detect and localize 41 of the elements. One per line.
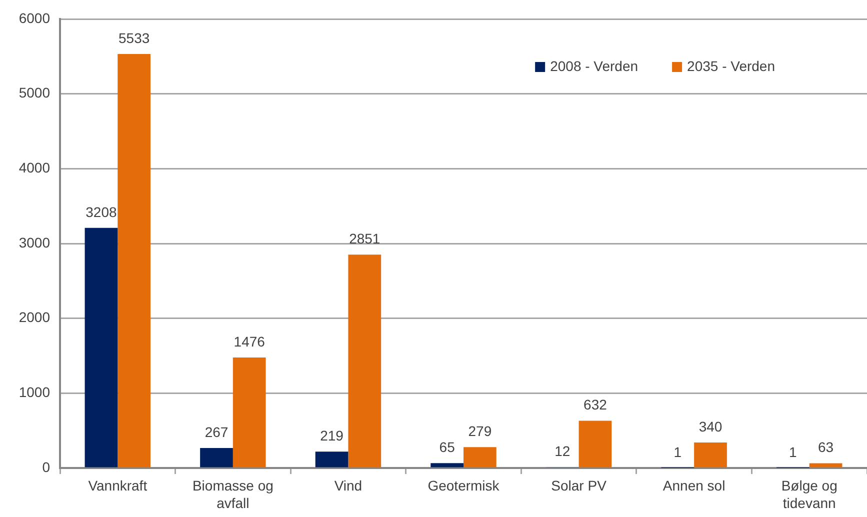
bar (809, 463, 842, 468)
data-label: 2851 (349, 230, 380, 247)
y-tick-label: 2000 (18, 309, 50, 326)
y-tick-label: 0 (42, 458, 50, 475)
data-label: 1 (789, 444, 798, 460)
legend-label: 2035 - Verden (687, 58, 776, 74)
bar (200, 448, 233, 468)
data-label: 12 (554, 442, 570, 459)
x-tick-label: Solar PV (551, 478, 608, 494)
x-tick-label: Vind (334, 478, 362, 494)
x-tick-label: Geotermisk (428, 478, 500, 494)
bar (232, 358, 266, 468)
data-label: 219 (320, 427, 344, 444)
bar (430, 463, 464, 468)
bar (118, 54, 150, 468)
x-tick-label: Biomasse og avfall (192, 478, 274, 512)
x-tick-label: Vannkraft (88, 478, 148, 494)
data-label: 267 (204, 424, 228, 440)
data-label: 340 (698, 418, 722, 434)
y-tick-label: 3000 (18, 234, 50, 250)
y-tick-label: 1000 (18, 384, 50, 400)
data-label: 279 (468, 422, 492, 439)
bar (348, 254, 382, 468)
data-label: 5533 (118, 30, 150, 46)
x-tick-label: Bølge og tidevann (781, 478, 838, 512)
bar (315, 452, 348, 468)
y-tick-label: 4000 (18, 160, 50, 176)
data-label: 1476 (234, 333, 266, 350)
legend-label: 2008 - Verden (550, 58, 638, 74)
data-label: 65 (439, 438, 456, 455)
bar (578, 420, 612, 468)
data-label: 3208 (86, 204, 117, 220)
data-label: 63 (818, 439, 834, 456)
bar (694, 442, 727, 468)
y-tick-label: 6000 (18, 10, 50, 26)
bar (464, 447, 496, 468)
bar (84, 228, 118, 468)
x-tick-label: Annen sol (662, 478, 726, 494)
data-label: 632 (584, 396, 608, 413)
data-label: 1 (674, 444, 682, 460)
y-tick-label: 5000 (18, 84, 50, 101)
